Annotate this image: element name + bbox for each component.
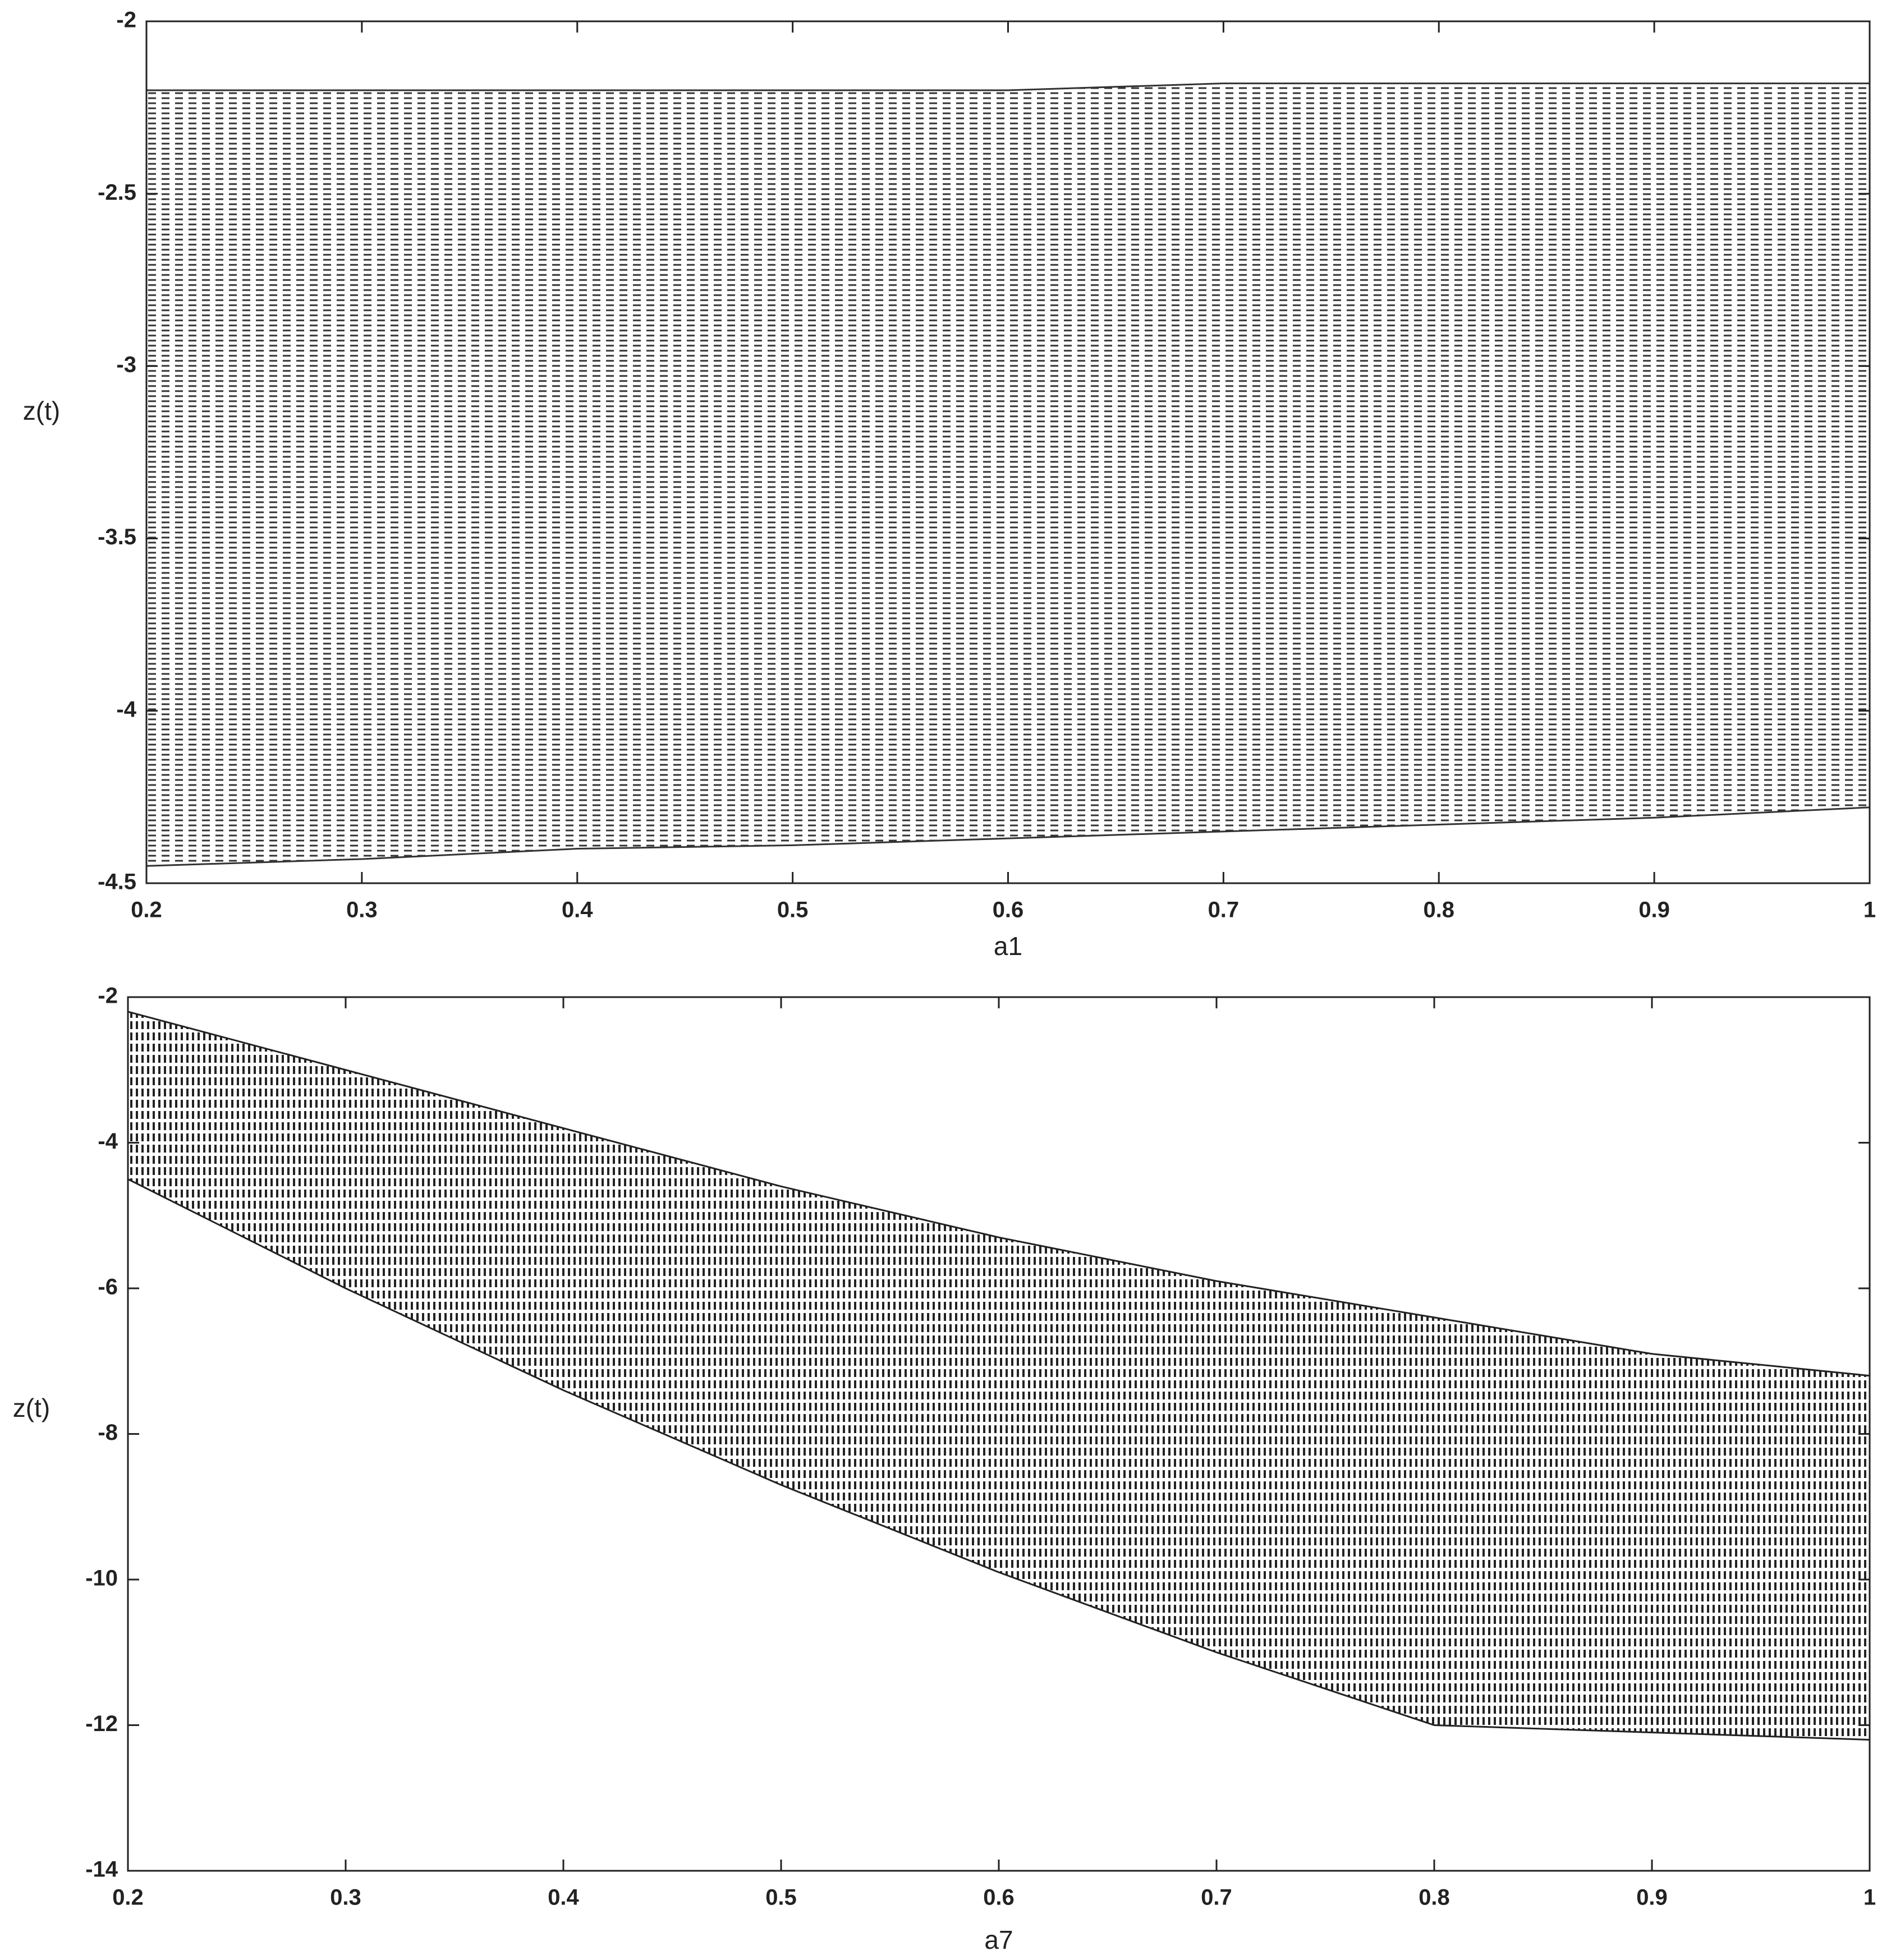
x-tick-label: 0.8 bbox=[1423, 898, 1454, 922]
lower-edge bbox=[127, 1178, 1870, 1741]
y-tick-label: -3.5 bbox=[98, 525, 136, 549]
band-fill bbox=[128, 1011, 1870, 1740]
y-tick-label: -2 bbox=[98, 984, 118, 1008]
x-tick-label: 0.9 bbox=[1638, 898, 1670, 922]
x-tick-label: 0.6 bbox=[993, 898, 1024, 922]
x-tick-label: 0.3 bbox=[346, 898, 378, 922]
x-tick-label: 0.2 bbox=[112, 1885, 144, 1910]
x-tick-label: 0.5 bbox=[765, 1885, 797, 1910]
x-axis-title: a7 bbox=[984, 1925, 1013, 1954]
x-tick-label: 0.5 bbox=[777, 898, 809, 922]
x-tick-label: 0.7 bbox=[1208, 898, 1240, 922]
y-tick-label: -2.5 bbox=[98, 180, 136, 205]
y-tick-label: -12 bbox=[85, 1711, 118, 1736]
x-axis-title: a1 bbox=[994, 931, 1022, 961]
band-fill bbox=[146, 83, 1870, 866]
upper-edge bbox=[146, 82, 1870, 91]
x-tick-label: 0.4 bbox=[562, 898, 593, 922]
x-tick-label: 0.3 bbox=[330, 1885, 361, 1910]
x-tick-label: 0.7 bbox=[1201, 1885, 1232, 1910]
x-tick-label: 0.8 bbox=[1419, 1885, 1450, 1910]
y-tick-label: -3 bbox=[116, 352, 136, 377]
y-tick-label: -10 bbox=[85, 1566, 118, 1591]
x-tick-label: 0.6 bbox=[983, 1885, 1015, 1910]
lower-edge bbox=[146, 806, 1870, 867]
y-tick-label: -14 bbox=[85, 1857, 118, 1882]
x-tick-label: 0.4 bbox=[548, 1885, 579, 1910]
y-axis-title: z(t) bbox=[23, 396, 60, 425]
y-tick-label: -4 bbox=[116, 697, 136, 722]
x-tick-label: 1 bbox=[1863, 898, 1876, 922]
x-tick-label: 1 bbox=[1863, 1885, 1876, 1910]
upper-edge bbox=[127, 1011, 1870, 1377]
y-tick-label: -4.5 bbox=[98, 870, 136, 894]
y-axis-title: z(t) bbox=[13, 1393, 50, 1422]
x-tick-label: 0.2 bbox=[131, 898, 162, 922]
y-tick-label: -6 bbox=[98, 1275, 118, 1300]
y-tick-label: -2 bbox=[116, 8, 136, 33]
x-tick-label: 0.9 bbox=[1636, 1885, 1668, 1910]
y-tick-label: -8 bbox=[98, 1420, 118, 1445]
y-tick-label: -4 bbox=[98, 1129, 118, 1154]
